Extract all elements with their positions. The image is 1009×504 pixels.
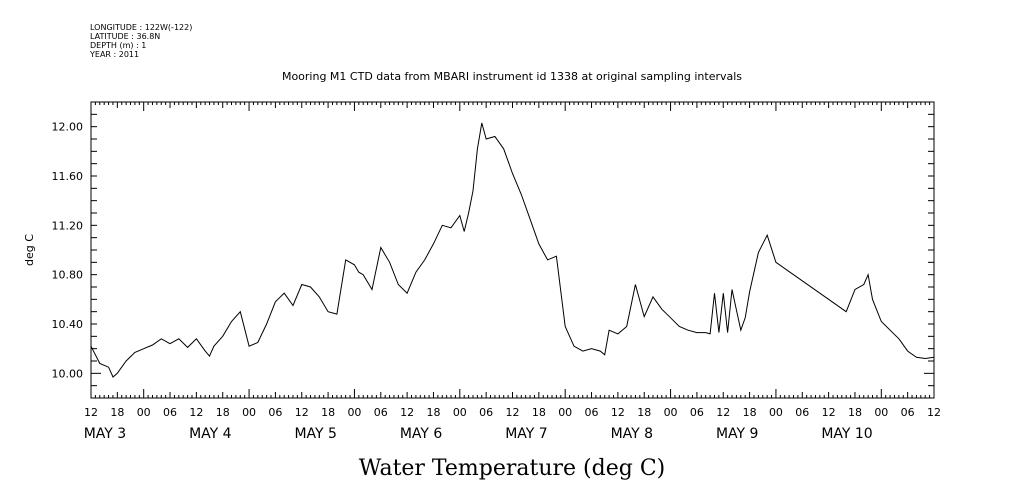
x-tick-label: 00 — [558, 406, 572, 419]
x-tick-label: 12 — [295, 406, 309, 419]
x-tick-label: 12 — [611, 406, 625, 419]
x-tick-label: 06 — [585, 406, 599, 419]
chart-title: Mooring M1 CTD data from MBARI instrumen… — [282, 70, 742, 83]
plot-frame — [90, 101, 935, 399]
x-tick-label: 12 — [927, 406, 941, 419]
x-tick-label: 18 — [110, 406, 124, 419]
x-day-label: MAY 4 — [189, 426, 232, 442]
x-tick-label: 12 — [506, 406, 520, 419]
x-axis-ticks: 12 18 00 06 12 18 00 06 12 18 00 06 12 18 00 06 12 18 00 06… — [84, 102, 941, 442]
x-day-label: MAY 3 — [84, 426, 126, 442]
x-tick-label: 18 — [848, 406, 862, 419]
x-tick-label: 12 — [84, 406, 98, 419]
x-day-label: MAY 6 — [400, 426, 443, 442]
x-tick-label: 18 — [637, 406, 651, 419]
temperature-series-line — [90, 122, 935, 378]
x-tick-label: 12 — [400, 406, 414, 419]
x-tick-label: 06 — [901, 406, 915, 419]
x-tick-label: 18 — [321, 406, 335, 419]
y-tick-label: 12.00 — [52, 121, 84, 134]
x-tick-label: 00 — [664, 406, 678, 419]
y-tick-label: 10.40 — [52, 318, 84, 331]
y-tick-label: 11.20 — [52, 219, 84, 232]
x-tick-label: 12 — [189, 406, 203, 419]
x-day-label: MAY 7 — [505, 426, 547, 442]
x-tick-label: 18 — [426, 406, 440, 419]
y-tick-label: 10.00 — [52, 367, 84, 380]
x-tick-label: 06 — [374, 406, 388, 419]
x-tick-label: 00 — [769, 406, 783, 419]
metadata-line: YEAR : 2011 — [89, 50, 139, 59]
x-tick-label: 06 — [163, 406, 177, 419]
x-tick-label: 18 — [216, 406, 230, 419]
metadata-block: LONGITUDE : 122W(-122)LATITUDE : 36.8NDE… — [89, 23, 192, 59]
metadata-line: LONGITUDE : 122W(-122) — [90, 23, 192, 32]
x-tick-label: 06 — [268, 406, 282, 419]
x-day-label: MAY 10 — [821, 426, 872, 442]
y-tick-label: 11.60 — [52, 170, 84, 183]
y-tick-label: 10.80 — [52, 269, 84, 282]
x-tick-label: 18 — [532, 406, 546, 419]
x-day-label: MAY 5 — [294, 426, 336, 442]
x-tick-label: 06 — [795, 406, 809, 419]
metadata-line: LATITUDE : 36.8N — [90, 32, 160, 41]
metadata-line: DEPTH (m) : 1 — [90, 41, 146, 50]
x-tick-label: 00 — [242, 406, 256, 419]
x-tick-label: 00 — [347, 406, 361, 419]
x-axis-label: Water Temperature (deg C) — [359, 456, 666, 481]
x-tick-label: 00 — [453, 406, 467, 419]
x-day-label: MAY 8 — [611, 426, 653, 442]
x-tick-label: 00 — [137, 406, 151, 419]
x-tick-label: 12 — [822, 406, 836, 419]
y-axis-label: deg C — [23, 234, 36, 266]
x-tick-label: 12 — [716, 406, 730, 419]
x-tick-label: 18 — [743, 406, 757, 419]
x-day-label: MAY 9 — [716, 426, 758, 442]
x-tick-label: 06 — [479, 406, 493, 419]
x-tick-label: 06 — [690, 406, 704, 419]
x-tick-label: 00 — [874, 406, 888, 419]
y-axis-ticks: 10.00 10.40 10.80 11.20 11.60 12.00 — [52, 101, 934, 399]
